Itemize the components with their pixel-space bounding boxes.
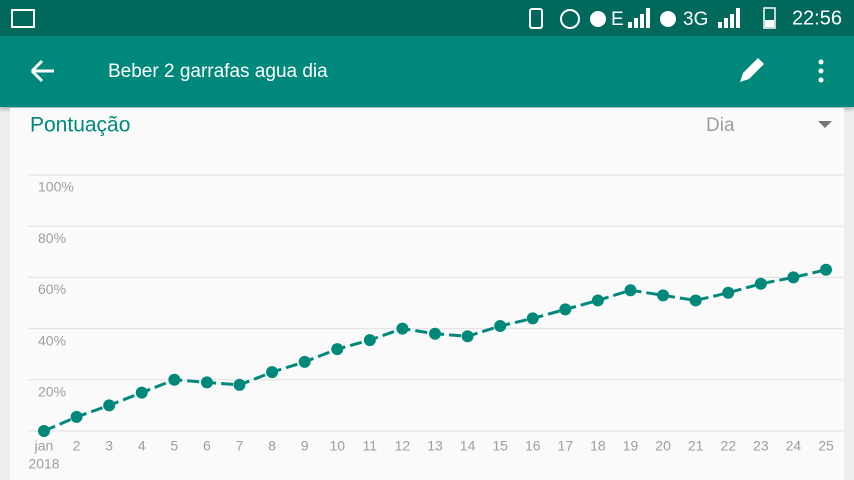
- x-tick-label: 18: [590, 438, 606, 454]
- data-line: [43, 268, 827, 433]
- x-tick-label: 11: [363, 438, 378, 454]
- data-point: [168, 373, 181, 386]
- x-tick-label: 22: [720, 438, 736, 454]
- x-tick-label: 17: [558, 438, 574, 454]
- menu-button[interactable]: [818, 59, 824, 83]
- app-bar-content: Beber 2 garrafas agua dia: [30, 58, 824, 83]
- status-bar: E 3G 22:56: [0, 0, 854, 36]
- data-point: [103, 399, 116, 412]
- data-point: [396, 322, 409, 335]
- data-point: [787, 271, 800, 284]
- data-point: [233, 378, 246, 391]
- period-dropdown[interactable]: Dia: [706, 115, 735, 136]
- data-point: [331, 343, 344, 356]
- data-point: [266, 366, 279, 379]
- x-tick-label: 23: [753, 438, 769, 454]
- data-point: [689, 294, 702, 307]
- x-tick-label: 6: [203, 438, 211, 454]
- x-tick-label: 3: [105, 438, 113, 454]
- x-tick-label: 15: [492, 438, 508, 454]
- x-tick-label: 5: [170, 438, 178, 454]
- y-tick-label: 20%: [38, 384, 66, 400]
- data-point: [298, 355, 311, 368]
- x-tick-label: 10: [329, 438, 345, 454]
- edit-button[interactable]: [740, 58, 764, 82]
- x-tick-label: 19: [623, 438, 639, 454]
- battery-level: [765, 20, 774, 27]
- data-point: [461, 330, 474, 343]
- card: [10, 108, 844, 480]
- data-point: [526, 312, 539, 325]
- data-point: [429, 327, 441, 340]
- x-tick-label: 20: [655, 438, 671, 454]
- data-point: [591, 294, 604, 307]
- y-tick-label: 80%: [38, 230, 66, 246]
- back-button[interactable]: [30, 59, 54, 83]
- data-point: [70, 410, 83, 423]
- x-tick-label: 8: [268, 438, 276, 454]
- status-icons: E 3G 22:56: [11, 7, 842, 30]
- network-type: E: [611, 9, 624, 30]
- y-tick-label: 100%: [38, 179, 74, 195]
- roaming-icon: [590, 11, 606, 27]
- alarm-icon: [560, 9, 580, 29]
- data-point: [722, 286, 735, 299]
- x-tick-label: 2: [73, 438, 81, 454]
- signal-icon: [628, 8, 650, 28]
- data-point: [754, 277, 767, 290]
- y-tick-label: 60%: [38, 281, 66, 297]
- x-tick-label: jan: [34, 438, 54, 454]
- roaming-icon: [660, 11, 676, 27]
- data-point: [820, 263, 832, 276]
- data-point: [363, 334, 376, 347]
- data-point: [200, 376, 213, 389]
- dropdown-arrow[interactable]: [818, 121, 832, 128]
- x-tick-label: 16: [525, 438, 541, 454]
- x-year-label: 2018: [28, 456, 59, 472]
- x-tick-label: 12: [395, 438, 411, 454]
- data-point: [657, 289, 670, 302]
- battery-icon: [763, 7, 776, 29]
- x-tick-label: 4: [138, 438, 146, 454]
- vibrate-icon: [529, 8, 543, 29]
- data-point: [38, 425, 50, 437]
- app-bar: Beber 2 garrafas agua dia: [0, 36, 854, 107]
- x-tick-label: 21: [688, 438, 704, 454]
- x-tick-label: 13: [427, 438, 443, 454]
- data-point: [559, 303, 572, 316]
- signal-icon: [718, 8, 740, 28]
- network-type: 3G: [683, 9, 708, 30]
- clock: 22:56: [792, 7, 842, 29]
- screen-title: Beber 2 garrafas agua dia: [108, 61, 328, 82]
- x-tick-label: 7: [236, 438, 244, 454]
- data-point: [135, 386, 148, 399]
- x-tick-label: 24: [786, 438, 802, 454]
- card-title: Pontuação: [30, 114, 130, 137]
- x-tick-label: 14: [460, 438, 476, 454]
- data-point: [624, 284, 637, 297]
- y-tick-label: 40%: [38, 332, 66, 348]
- x-tick-label: 25: [818, 438, 834, 454]
- image-icon: [11, 9, 35, 28]
- data-point: [494, 320, 507, 333]
- x-tick-label: 9: [301, 438, 309, 454]
